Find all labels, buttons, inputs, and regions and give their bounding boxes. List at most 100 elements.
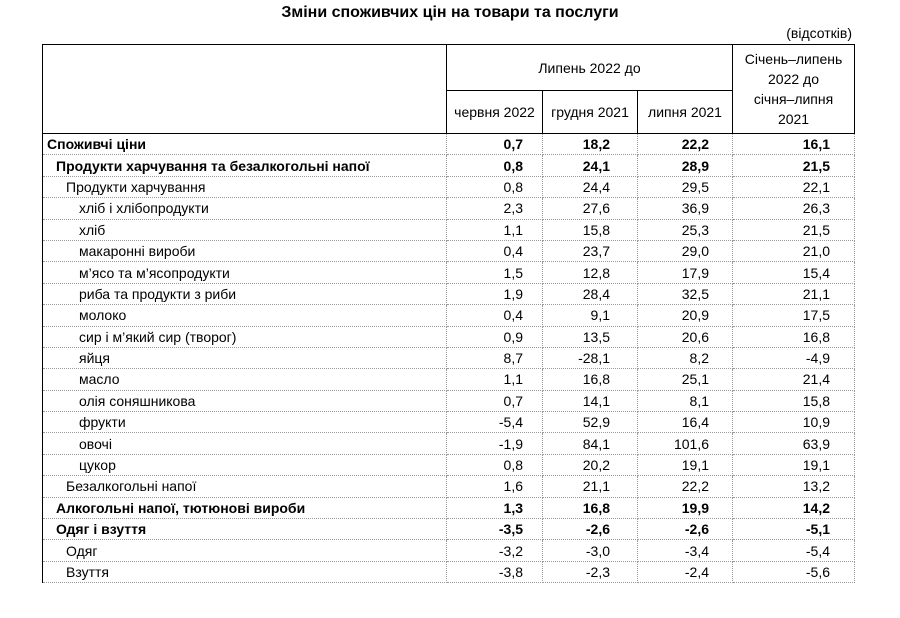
value-cell: 21,1 <box>542 475 638 498</box>
row-label: Одяг <box>42 539 447 562</box>
value-cell: -5,6 <box>732 561 856 584</box>
value-cell: 19,1 <box>732 454 856 477</box>
value-cell: 17,5 <box>732 304 856 327</box>
row-label: Споживчі ціни <box>42 133 447 156</box>
price-table-container: Липень 2022 до Січень–липень 2022 до січ… <box>42 44 856 584</box>
value-cell: -3,5 <box>446 518 543 541</box>
value-cell: 12,8 <box>542 261 638 284</box>
table-row: Продукти харчування 0,8 24,4 29,5 22,1 <box>42 176 856 199</box>
row-label: цукор <box>42 454 447 477</box>
value-cell: 0,7 <box>446 133 543 156</box>
value-cell: 0,4 <box>446 304 543 327</box>
row-label: риба та продукти з риби <box>42 283 447 306</box>
value-cell: 28,9 <box>637 154 734 177</box>
value-cell: 20,2 <box>542 454 638 477</box>
value-cell: -3,2 <box>446 539 543 562</box>
value-cell: 22,2 <box>637 475 734 498</box>
value-cell: 24,1 <box>542 154 638 177</box>
header-row-top: Липень 2022 до Січень–липень 2022 до січ… <box>42 44 856 134</box>
table-row: Одяг -3,2 -3,0 -3,4 -5,4 <box>42 539 856 562</box>
row-label: масло <box>42 368 447 391</box>
value-cell: 8,2 <box>637 347 734 370</box>
value-cell: 1,1 <box>446 219 543 241</box>
value-cell: -4,9 <box>732 347 856 370</box>
value-cell: 101,6 <box>637 432 734 455</box>
value-cell: 13,2 <box>732 475 856 498</box>
value-cell: -5,4 <box>446 411 543 434</box>
value-cell: 24,4 <box>542 176 638 199</box>
value-cell: -5,4 <box>732 539 856 562</box>
value-cell: 0,4 <box>446 240 543 263</box>
table-row: сир і м’який сир (творог) 0,9 13,5 20,6 16,8 <box>42 326 856 348</box>
value-cell: 1,3 <box>446 497 543 520</box>
value-cell: -2,6 <box>637 518 734 541</box>
table-body: Споживчі ціни 0,7 18,2 22,2 16,1 Продукти хар… <box>42 133 856 584</box>
value-cell: 21,4 <box>732 368 856 391</box>
value-cell: 0,8 <box>446 154 543 177</box>
value-cell: 32,5 <box>637 283 734 306</box>
corner-header-cell <box>42 44 447 134</box>
sub-header-cell: липня 2021 <box>636 90 734 134</box>
value-cell: 19,9 <box>637 497 734 520</box>
value-cell: 21,5 <box>732 219 856 241</box>
table-row: м’ясо та м’ясопродукти 1,5 12,8 17,9 15,4 <box>42 261 856 284</box>
value-cell: 16,8 <box>542 368 638 391</box>
value-cell: 9,1 <box>542 304 638 327</box>
row-label: фрукти <box>42 411 447 434</box>
value-cell: 21,1 <box>732 283 856 306</box>
value-cell: 8,1 <box>637 390 734 413</box>
header-row-sub: червня 2022 грудня 2021 липня 2021 <box>43 90 855 134</box>
value-cell: 25,3 <box>637 219 734 241</box>
value-cell: 16,1 <box>732 133 856 156</box>
value-cell: -5,1 <box>732 518 856 541</box>
value-cell: -2,4 <box>637 561 734 584</box>
value-cell: 26,3 <box>732 197 856 220</box>
value-cell: 14,2 <box>732 497 856 520</box>
row-label: яйця <box>42 347 447 370</box>
value-cell: 29,5 <box>637 176 734 199</box>
table-row: хліб і хлібопродукти 2,3 27,6 36,9 26,3 <box>42 197 856 220</box>
row-label: макаронні вироби <box>42 240 447 263</box>
value-cell: -3,0 <box>542 539 638 562</box>
group-header-cell: Липень 2022 до <box>445 44 734 91</box>
table-row: молоко 0,4 9,1 20,9 17,5 <box>42 304 856 327</box>
value-cell: 23,7 <box>542 240 638 263</box>
row-label: Одяг і взуття <box>42 518 447 541</box>
value-cell: 20,6 <box>637 326 734 348</box>
value-cell: -2,3 <box>542 561 638 584</box>
unit-note: (відсотків) <box>786 25 852 41</box>
value-cell: 21,5 <box>732 154 856 177</box>
table-row: Взуття -3,8 -2,3 -2,4 -5,6 <box>42 561 856 584</box>
value-cell: 1,1 <box>446 368 543 391</box>
table-row: хліб 1,1 15,8 25,3 21,5 <box>42 219 856 241</box>
row-label: м’ясо та м’ясопродукти <box>42 261 447 284</box>
value-cell: 8,7 <box>446 347 543 370</box>
value-cell: 1,6 <box>446 475 543 498</box>
table-row: олія соняшникова 0,7 14,1 8,1 15,8 <box>42 390 856 413</box>
table-row: цукор 0,8 20,2 19,1 19,1 <box>42 454 856 477</box>
value-cell: 15,4 <box>732 261 856 284</box>
value-cell: -28,1 <box>542 347 638 370</box>
value-cell: 63,9 <box>732 432 856 455</box>
value-cell: 25,1 <box>637 368 734 391</box>
value-cell: 28,4 <box>542 283 638 306</box>
last-col-header-cell: Січень–липень 2022 до січня–липня 2021 <box>732 44 856 134</box>
value-cell: 20,9 <box>637 304 734 327</box>
sub-header-cell: грудня 2021 <box>542 90 638 134</box>
value-cell: 36,9 <box>637 197 734 220</box>
value-cell: 29,0 <box>637 240 734 263</box>
value-cell: 18,2 <box>542 133 638 156</box>
table-row: Алкогольні напої, тютюнові вироби 1,3 16,8… <box>42 497 856 520</box>
value-cell: -3,4 <box>637 539 734 562</box>
value-cell: 16,8 <box>542 497 638 520</box>
row-label: хліб <box>42 219 447 241</box>
row-label: Взуття <box>42 561 447 584</box>
row-label: Алкогольні напої, тютюнові вироби <box>42 497 447 520</box>
row-label: сир і м’який сир (творог) <box>42 326 447 348</box>
last-col-header-line: 2021 <box>777 111 810 127</box>
last-col-header-line: січня–липня <box>753 91 834 107</box>
table-row: риба та продукти з риби 1,9 28,4 32,5 21,1 <box>42 283 856 306</box>
page-title: Зміни споживчих цін на товари та послуги <box>281 4 619 21</box>
value-cell: 14,1 <box>542 390 638 413</box>
